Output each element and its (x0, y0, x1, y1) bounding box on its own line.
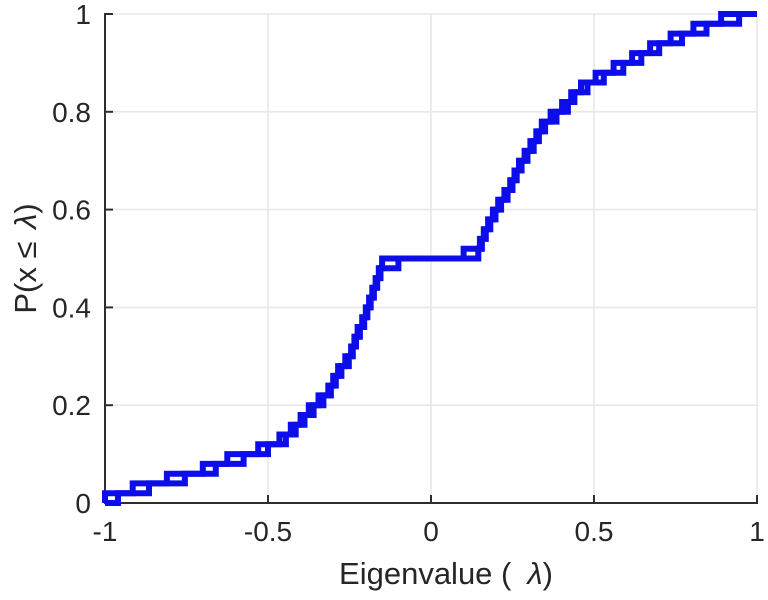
y-tick-label: 0 (75, 488, 91, 519)
x-axis-label: Eigenvalue (λ) (339, 556, 553, 591)
ecdf-line-2 (105, 11, 757, 506)
x-tick-label: -1 (93, 516, 118, 547)
y-tick-label: 0.8 (52, 97, 91, 128)
y-tick-label: 1 (75, 0, 91, 30)
x-tick-label: 0.5 (575, 516, 614, 547)
x-tick-label: 1 (749, 516, 765, 547)
x-tick-label: -0.5 (244, 516, 292, 547)
y-tick-label: 0.4 (52, 292, 91, 323)
y-axis-label: P(x ≤ λ) (8, 203, 43, 313)
x-tick-label: 0 (423, 516, 439, 547)
y-tick-label: 0.2 (52, 390, 91, 421)
y-tick-label: 0.6 (52, 195, 91, 226)
